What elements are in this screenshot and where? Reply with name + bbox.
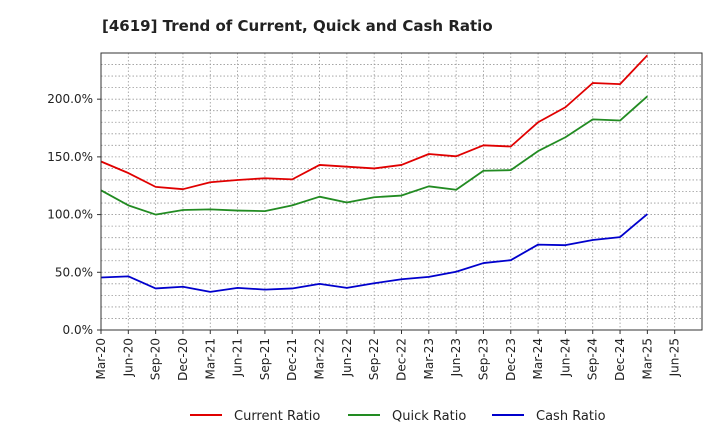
y-tick-label: 200.0% [47,92,93,106]
y-axis: 0.0% 50.0% 100.0% 150.0% 200.0% [47,92,101,337]
series-line-quick-ratio [100,95,648,216]
x-tick-label: Dec-23 [504,338,518,381]
x-tick-label: Dec-24 [613,338,627,381]
x-tick-label: Sep-23 [476,338,490,380]
y-tick-label: 150.0% [47,150,93,164]
legend-label-cash-ratio: Cash Ratio [536,409,606,424]
x-tick-label: Sep-24 [586,338,600,380]
x-tick-label: Jun-22 [340,338,354,377]
legend: Current Ratio Quick Ratio Cash Ratio [190,409,606,424]
x-tick-label: Dec-20 [176,338,190,381]
legend-label-quick-ratio: Quick Ratio [392,409,466,424]
x-tick-label: Sep-22 [367,338,381,380]
y-tick-label: 0.0% [63,323,94,337]
x-tick-label: Jun-21 [231,338,245,377]
x-tick-label: Mar-20 [94,338,108,379]
x-tick-label: Mar-25 [640,338,654,379]
series-line-current-ratio [100,54,649,191]
chart-title: [4619] Trend of Current, Quick and Cash … [102,17,493,35]
x-tick-label: Sep-21 [258,338,272,380]
x-tick-label: Dec-22 [395,338,409,381]
x-tick-label: Jun-24 [558,338,572,377]
x-tick-label: Jun-23 [449,338,463,377]
x-tick-label: Sep-20 [149,338,163,380]
y-tick-label: 50.0% [55,265,93,279]
x-tick-label: Jun-20 [121,338,135,377]
series-line-cash-ratio [100,213,648,293]
x-tick-label: Mar-22 [313,338,327,379]
y-tick-label: 100.0% [47,208,93,222]
x-tick-label: Mar-21 [203,338,217,379]
x-tick-label: Dec-21 [285,338,299,381]
x-tick-label: Mar-23 [422,338,436,379]
x-axis: Mar-20 Jun-20 Sep-20 Dec-20 Mar-21 Jun-21 Sep-… [94,330,682,381]
series-group [100,54,649,293]
x-tick-label: Mar-24 [531,338,545,379]
legend-label-current-ratio: Current Ratio [234,409,320,424]
x-tick-label: Jun-25 [668,338,682,377]
